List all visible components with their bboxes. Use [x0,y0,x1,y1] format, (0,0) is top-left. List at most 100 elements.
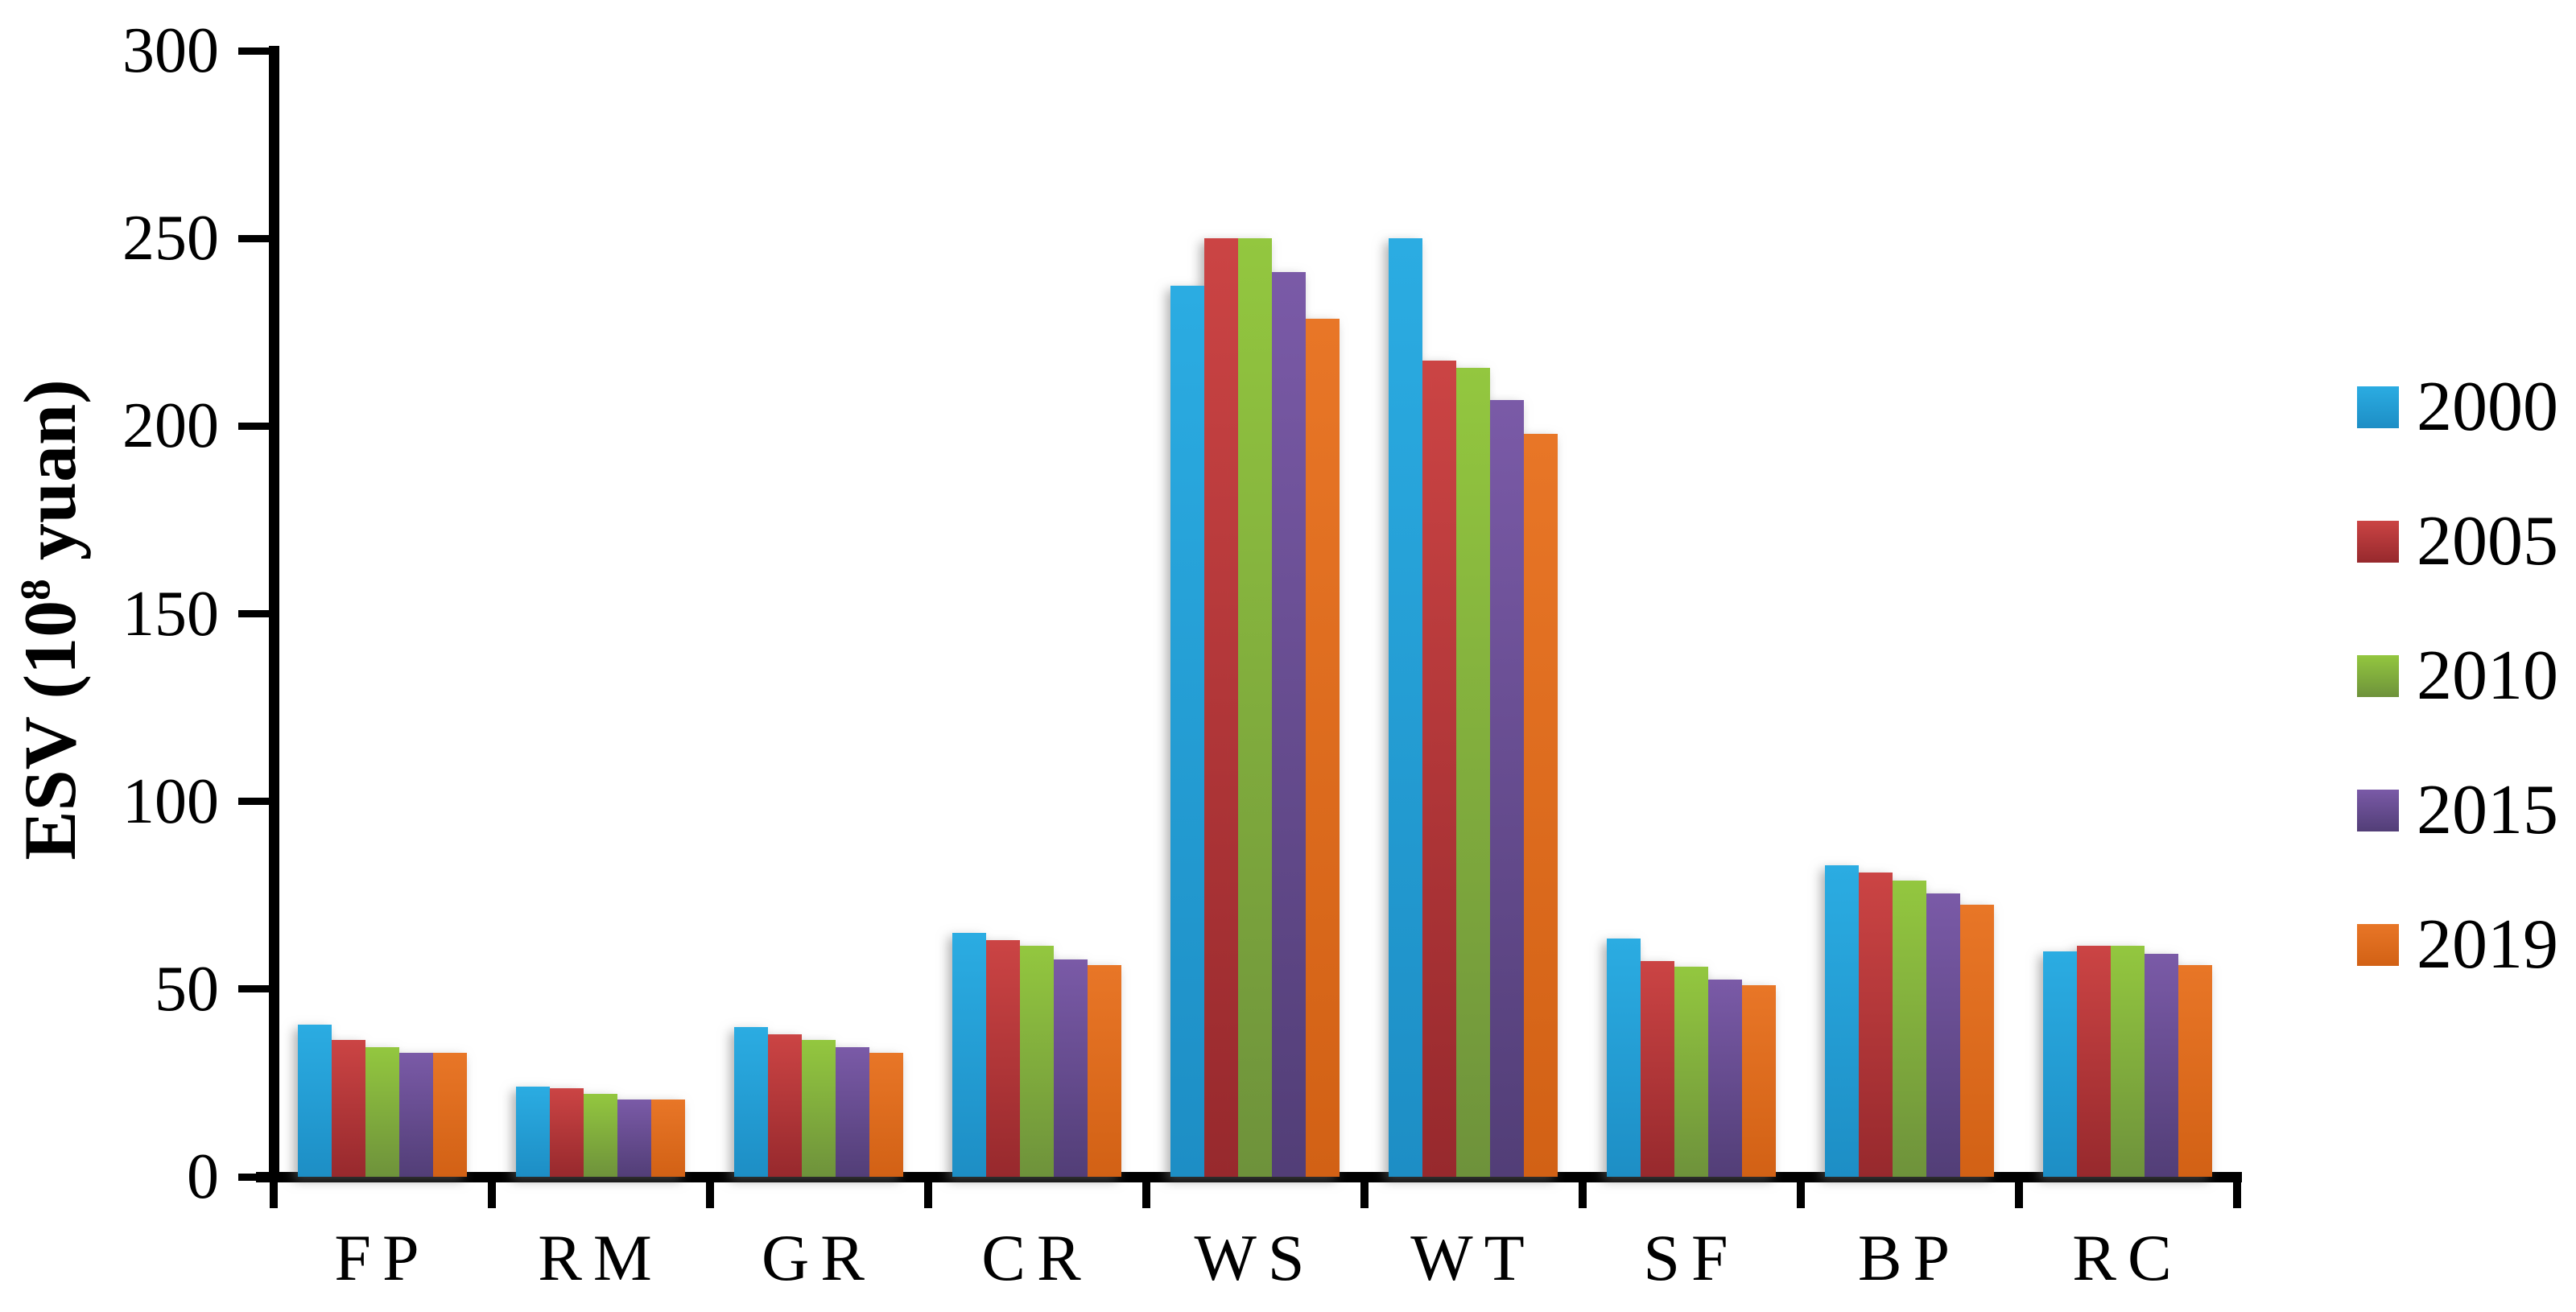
bar-WT-2019 [1524,433,1558,1177]
bar-group-SF [1607,51,1776,1177]
legend-swatch-2015 [2357,790,2399,831]
legend-swatch-2000 [2357,386,2399,428]
x-tick-mark-2 [706,1182,714,1208]
bar-RM-2005 [550,1088,584,1177]
legend-label-2019: 2019 [2417,906,2558,984]
bar-group-GR [734,51,903,1177]
bar-SF-2000 [1607,938,1641,1177]
bar-RM-2000 [516,1087,550,1177]
bar-RM-2010 [584,1094,617,1177]
bar-CR-2015 [1054,959,1088,1177]
x-tick-mark-3 [924,1182,932,1208]
bar-RC-2015 [2145,953,2178,1177]
x-category-label-GR: GR [762,1221,876,1294]
legend-item-2015: 2015 [2357,770,2558,851]
y-tick-label-150: 150 [122,578,219,650]
x-category-label-WT: WT [1410,1221,1536,1294]
bar-WS-2005 [1204,238,1238,1177]
bar-WT-2015 [1490,399,1524,1177]
y-tick-label-50: 50 [155,953,219,1025]
bar-CR-2005 [986,940,1020,1177]
legend-label-2005: 2005 [2417,502,2558,580]
x-tick-mark-1 [488,1182,496,1208]
legend-item-2019: 2019 [2357,905,2558,985]
y-tick-label-200: 200 [122,390,219,462]
bar-CR-2010 [1020,946,1054,1177]
bar-WS-2010 [1238,238,1272,1177]
x-tick-mark-5 [1360,1182,1368,1208]
bar-group-WS [1170,51,1340,1177]
x-category-label-RC: RC [2072,1221,2183,1294]
legend-item-2010: 2010 [2357,636,2558,716]
y-tick-mark-200 [238,422,274,430]
y-tick-mark-250 [238,234,274,242]
y-tick-mark-150 [238,610,274,617]
bar-GR-2010 [802,1039,836,1177]
bar-FP-2010 [365,1047,399,1177]
x-category-label-CR: CR [981,1221,1092,1294]
y-axis-line [269,46,279,1182]
x-category-label-SF: SF [1643,1221,1740,1294]
bar-RC-2005 [2077,946,2111,1177]
bar-SF-2015 [1708,980,1742,1177]
bar-BP-2000 [1825,864,1859,1177]
x-category-label-WS: WS [1194,1221,1316,1294]
bar-BP-2010 [1893,880,1926,1177]
bar-WS-2015 [1272,272,1306,1177]
bar-FP-2015 [399,1053,433,1177]
bar-RC-2000 [2043,951,2077,1177]
x-tick-mark-4 [1142,1182,1150,1208]
legend-label-2015: 2015 [2417,771,2558,849]
bar-RM-2015 [617,1100,651,1177]
x-tick-mark-9 [2233,1182,2241,1208]
legend-label-2000: 2000 [2417,368,2558,446]
bar-WS-2000 [1170,285,1204,1177]
y-tick-label-0: 0 [187,1141,219,1212]
bar-GR-2015 [836,1047,869,1177]
bar-CR-2000 [952,932,986,1177]
legend-swatch-2019 [2357,924,2399,966]
plot-area [274,51,2242,1177]
x-tick-mark-0 [270,1182,278,1208]
legend-item-2005: 2005 [2357,501,2558,582]
bar-BP-2019 [1960,904,1994,1177]
bar-FP-2005 [332,1039,365,1177]
legend-label-2010: 2010 [2417,637,2558,715]
x-tick-mark-7 [1797,1182,1805,1208]
bar-RC-2010 [2111,946,2145,1177]
bar-group-BP [1825,51,1994,1177]
legend-swatch-2010 [2357,655,2399,697]
bar-FP-2019 [433,1053,467,1177]
bar-group-RM [516,51,685,1177]
x-category-label-RM: RM [538,1221,663,1294]
bar-WS-2019 [1306,319,1340,1177]
y-tick-mark-0 [238,1173,274,1181]
bar-WT-2000 [1389,238,1422,1177]
legend-swatch-2005 [2357,521,2399,563]
bar-SF-2019 [1742,985,1776,1177]
bar-SF-2010 [1674,966,1708,1177]
y-tick-mark-300 [238,47,274,55]
bar-BP-2005 [1859,873,1893,1177]
bar-WT-2005 [1422,360,1456,1177]
bar-BP-2015 [1926,893,1960,1177]
bar-FP-2000 [298,1025,332,1177]
bar-group-FP [298,51,467,1177]
bar-GR-2005 [768,1034,802,1177]
bar-RM-2019 [651,1100,685,1177]
bar-RC-2019 [2178,964,2212,1177]
bar-CR-2019 [1088,964,1121,1177]
bar-group-WT [1389,51,1558,1177]
bar-WT-2010 [1456,368,1490,1177]
bar-GR-2000 [734,1026,768,1177]
bar-group-RC [2043,51,2212,1177]
x-tick-mark-8 [2015,1182,2023,1208]
y-tick-mark-50 [238,985,274,993]
y-tick-label-300: 300 [122,15,219,86]
y-tick-label-100: 100 [122,765,219,837]
bar-GR-2019 [869,1053,903,1177]
y-tick-label-250: 250 [122,203,219,274]
y-tick-mark-100 [238,798,274,806]
x-tick-mark-6 [1579,1182,1587,1208]
